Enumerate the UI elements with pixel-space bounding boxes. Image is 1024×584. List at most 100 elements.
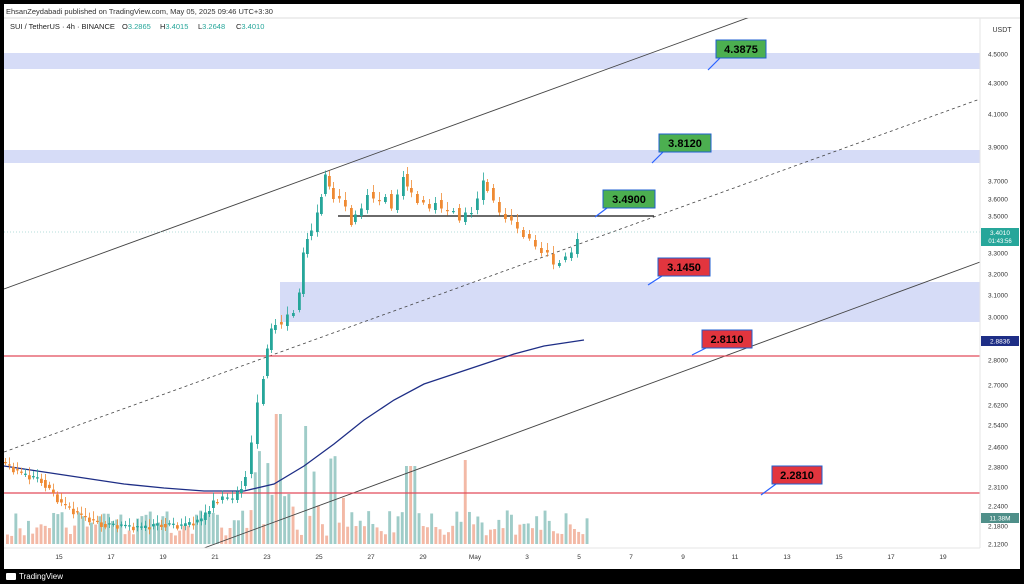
volume-bar xyxy=(560,533,564,544)
volume-bar xyxy=(300,534,303,544)
candle-body xyxy=(486,182,489,191)
volume-bar xyxy=(132,534,135,544)
x-tick-label: 17 xyxy=(107,554,115,561)
volume-bar xyxy=(178,530,182,544)
candle-body xyxy=(76,511,79,513)
level-label-box xyxy=(771,465,823,485)
x-tick-label: 9 xyxy=(681,554,685,561)
volume-bar xyxy=(119,514,123,544)
volume-bar xyxy=(270,494,274,544)
ohlc-l: L3.2648 xyxy=(198,22,225,31)
volume-bar xyxy=(56,514,60,544)
volume-bar xyxy=(69,533,72,544)
x-tick-label: 5 xyxy=(577,554,581,561)
candle-body xyxy=(60,499,63,503)
level-label-3-8120: 3.8120 xyxy=(668,138,702,150)
candle-body xyxy=(236,491,239,500)
y-unit-label: USDT xyxy=(992,27,1012,34)
candle-body xyxy=(88,517,91,523)
volume-bar xyxy=(35,527,39,544)
volume-bar xyxy=(367,511,371,544)
volume-bar xyxy=(518,524,522,544)
volume-bar xyxy=(140,516,144,544)
x-tick-label: 11 xyxy=(732,554,739,561)
candle-body xyxy=(390,194,393,209)
y-tick-label: 3.0000 xyxy=(988,315,1008,322)
ohlc-o: O3.2865 xyxy=(122,22,151,31)
volume-bar xyxy=(253,472,257,544)
channel-upper-line xyxy=(4,18,749,290)
x-tick-label: 25 xyxy=(315,554,323,561)
candle-body xyxy=(128,525,131,527)
volume-bar xyxy=(531,528,534,544)
volume-bar xyxy=(258,451,261,544)
volume-badge xyxy=(981,513,1019,523)
candle-body xyxy=(372,192,375,199)
volume-bar xyxy=(497,519,501,544)
volume-bar xyxy=(241,510,245,544)
volume-bar xyxy=(102,513,106,544)
volume-bar xyxy=(413,466,417,544)
volume-bar xyxy=(539,529,543,544)
x-tick-label: 17 xyxy=(887,554,895,561)
volume-bar xyxy=(480,522,484,544)
candle-body xyxy=(384,197,387,202)
volume-bar xyxy=(547,520,551,544)
candle-body xyxy=(144,525,147,528)
candle-body xyxy=(310,230,313,236)
y-tick-label: 2.8000 xyxy=(988,358,1008,365)
candle-body xyxy=(396,194,399,210)
x-tick-label: 3 xyxy=(525,554,529,561)
volume-bar xyxy=(409,466,413,544)
candles-layer xyxy=(4,167,579,535)
ohlc-readout: O3.2865 H3.4015 L3.2648 C3.4010 xyxy=(122,22,264,31)
level-label-box xyxy=(701,329,753,349)
candle-body xyxy=(504,214,507,219)
x-tick-label: 23 xyxy=(263,554,271,561)
candle-body xyxy=(192,523,195,526)
candle-body xyxy=(92,519,95,521)
candle-body xyxy=(458,208,461,221)
zone-3-8120 xyxy=(4,150,980,163)
y-tick-label: 3.9000 xyxy=(988,145,1008,152)
level-callout-pointer xyxy=(594,207,608,218)
volume-bar xyxy=(371,523,375,544)
candle-body xyxy=(378,200,381,202)
volume-bar xyxy=(43,525,47,544)
candle-body xyxy=(164,524,167,528)
candle-body xyxy=(52,489,55,493)
moving-average-line xyxy=(4,339,585,492)
y-tick-label: 2.1200 xyxy=(988,542,1008,549)
volume-bar xyxy=(73,525,77,544)
volume-bar xyxy=(543,510,547,544)
symbol-title: SUI / TetherUS · 4h · BINANCE xyxy=(10,22,115,31)
candle-body xyxy=(262,379,265,404)
candle-body xyxy=(280,322,283,325)
volume-bar xyxy=(31,533,35,544)
candle-body xyxy=(564,256,567,260)
candle-body xyxy=(482,180,485,200)
candle-body xyxy=(316,212,319,232)
volume-bar xyxy=(552,531,555,544)
volume-bar xyxy=(190,533,194,544)
volume-bar xyxy=(228,528,232,544)
x-tick-label: 15 xyxy=(835,554,843,561)
volume-bar xyxy=(501,528,505,544)
publisher-text: EhsanZeydabadi published on TradingView.… xyxy=(6,7,273,16)
y-tick-label: 2.4600 xyxy=(988,445,1008,452)
candle-body xyxy=(402,177,405,196)
time-axis[interactable]: 15 17 19 21 23 25 27 29 May 3 5 7 9 11 13 15 17 19 xyxy=(55,554,947,561)
volume-bar xyxy=(18,528,22,544)
candle-body xyxy=(516,222,519,229)
volume-bar xyxy=(455,511,459,544)
last-price-badge xyxy=(981,228,1019,246)
volume-bar xyxy=(153,523,156,544)
price-chart[interactable]: EhsanZeydabadi published on TradingView.… xyxy=(4,4,1020,569)
price-axis[interactable]: 4.5000 4.3000 4.1000 3.9000 3.7000 3.6000 3.50… xyxy=(988,52,1008,549)
candle-body xyxy=(440,200,443,209)
volume-bar xyxy=(279,414,282,544)
volume-bar xyxy=(81,516,85,544)
volume-bar xyxy=(325,535,329,544)
volume-bar xyxy=(337,522,341,544)
